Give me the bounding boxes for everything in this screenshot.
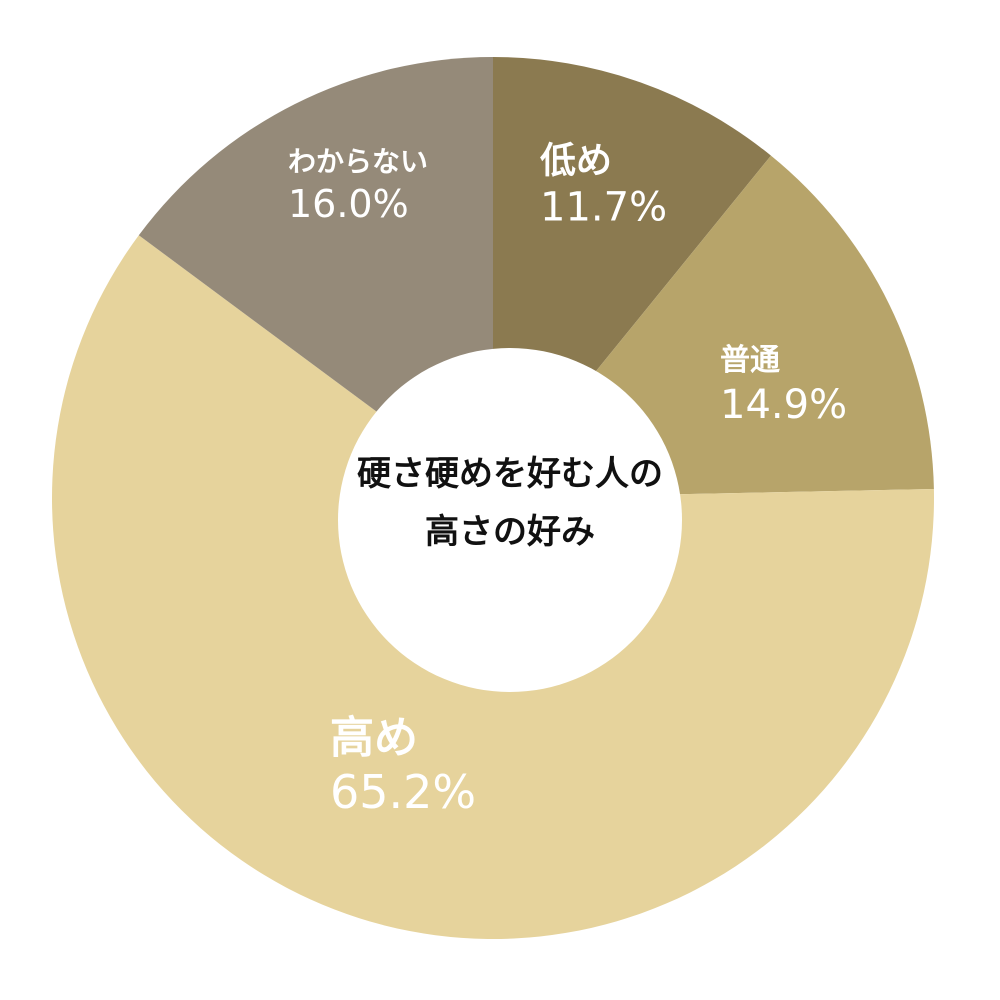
value-label: 65.2% [330, 765, 476, 819]
slice-label: 普通 [720, 343, 780, 378]
value-label: 16.0% [288, 182, 409, 226]
donut-hole [338, 348, 682, 692]
slice-label: 高め [330, 713, 418, 764]
slice-label: わからない [288, 145, 428, 178]
chart-title: 硬さ硬めを好む人の高さの好み [357, 454, 663, 552]
slice-label: 低め [540, 140, 612, 181]
value-label: 11.7% [540, 184, 667, 230]
value-label: 14.9% [720, 382, 847, 428]
